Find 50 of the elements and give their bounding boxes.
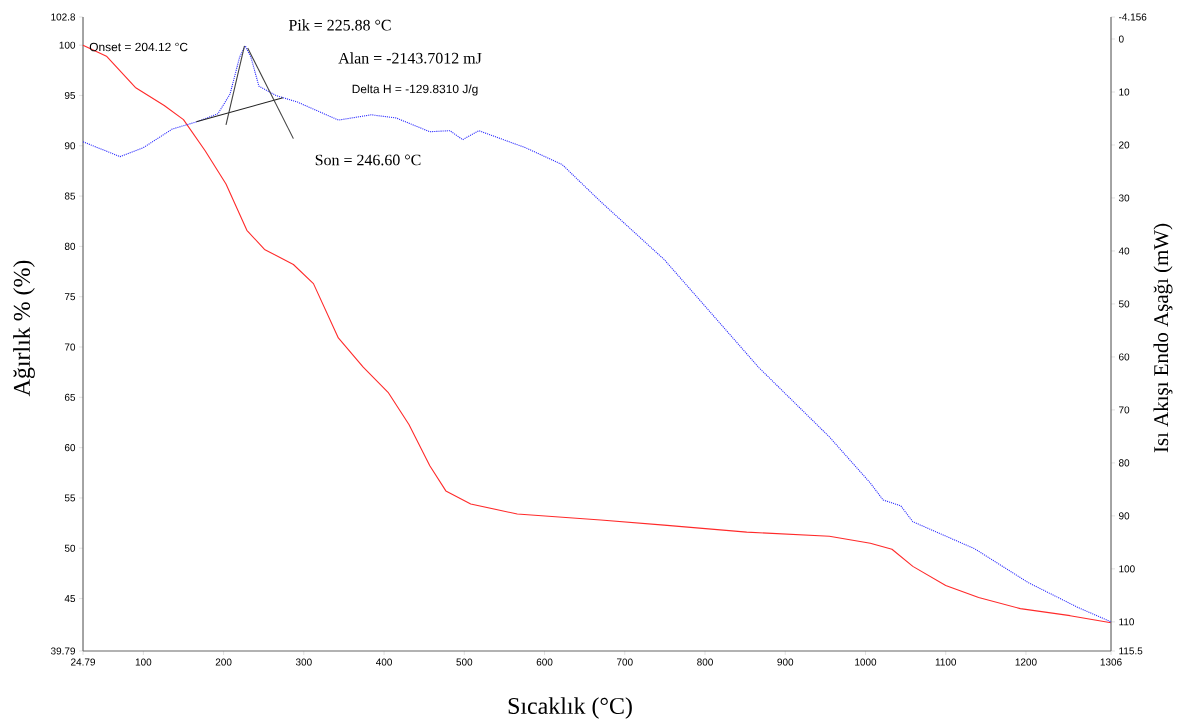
x-tick-label: 600 xyxy=(536,658,553,666)
y-tick-label: 95 xyxy=(64,91,76,99)
y-axis-title: Ağırlık % (%) xyxy=(13,260,35,397)
y2-tick-label: 60 xyxy=(1119,353,1130,361)
y-tick-label: 75 xyxy=(64,293,76,301)
y-tick-label: 102.8 xyxy=(51,13,76,21)
x-tick-label: 1100 xyxy=(935,658,957,666)
x-tick-label: 500 xyxy=(456,658,473,666)
x-tick-label: 100 xyxy=(135,658,152,666)
y-tick-label: 80 xyxy=(64,242,76,250)
y2-tick-label: 30 xyxy=(1118,194,1130,202)
y2-tick-label: 20 xyxy=(1119,141,1130,149)
annotation: Alan = -2143.7012 mJ xyxy=(338,52,482,64)
y2-tick-label: 50 xyxy=(1118,300,1130,308)
x-tick-label: 300 xyxy=(295,658,312,666)
y2-tick-label: -4.156 xyxy=(1118,13,1147,21)
y-tick-label: 39.79 xyxy=(50,647,76,655)
y-tick-label: 50 xyxy=(64,544,76,552)
y-tick-label: 90 xyxy=(64,142,76,150)
x-axis-title: Sıcaklık (°C) xyxy=(508,697,632,719)
y-tick-label: 85 xyxy=(64,192,76,200)
x-tick-label: 900 xyxy=(777,658,794,666)
y-tick-label: 100 xyxy=(59,41,76,49)
y2-tick-label: 100 xyxy=(1119,565,1135,573)
y-tick-label: 55 xyxy=(64,494,76,502)
y2-axis-title: Isı Akışı Endo Aşağı (mW) xyxy=(1153,223,1173,453)
x-tick-label: 200 xyxy=(215,658,232,666)
annotation: Onset = 204.12 °C xyxy=(89,42,188,52)
x-tick-label: 700 xyxy=(616,658,633,666)
y2-tick-label: 40 xyxy=(1118,247,1130,255)
y-tick-label: 60 xyxy=(64,444,76,452)
x-tick-label: 400 xyxy=(375,658,392,666)
y2-tick-label: 10 xyxy=(1119,88,1130,96)
x-tick-label: 1000 xyxy=(855,658,877,666)
y2-tick-label: 70 xyxy=(1119,406,1130,414)
y2-tick-label: 90 xyxy=(1119,512,1130,520)
y2-tick-label: 80 xyxy=(1118,459,1130,467)
x-tick-label: 1200 xyxy=(1015,658,1037,666)
annotation: Delta H = -129.8310 J/g xyxy=(352,84,478,96)
y2-tick-label: 110 xyxy=(1119,618,1135,626)
x-tick-label: 1306 xyxy=(1100,658,1122,666)
x-tick-label: 800 xyxy=(697,658,713,666)
y2-tick-label: 115.5 xyxy=(1119,647,1143,655)
y-tick-label: 45 xyxy=(64,595,76,603)
annotation: Son = 246.60 °C xyxy=(315,154,421,166)
annotation: Pik = 225.88 °C xyxy=(288,19,391,31)
y-tick-label: 70 xyxy=(64,343,76,351)
x-tick-label: 24.79 xyxy=(71,658,96,666)
y-tick-label: 65 xyxy=(64,393,76,401)
y2-tick-label: 0 xyxy=(1118,35,1124,43)
